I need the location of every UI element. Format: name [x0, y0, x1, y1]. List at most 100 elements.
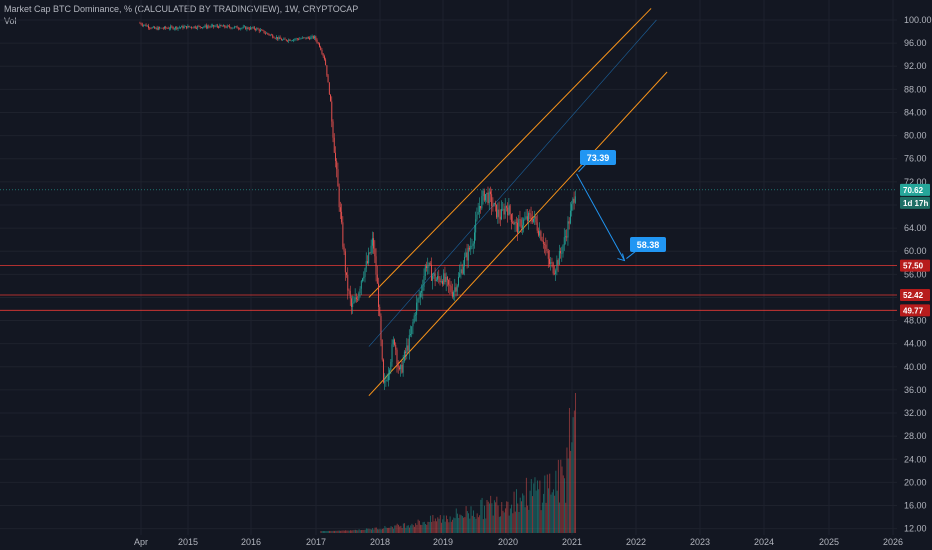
- x-tick-label: 2021: [562, 537, 582, 547]
- volume-bar: [415, 523, 417, 533]
- candle-body: [514, 221, 516, 225]
- candle-body: [339, 207, 341, 212]
- candle-body: [380, 315, 382, 341]
- candle-body: [273, 37, 275, 39]
- candle-body: [328, 82, 330, 95]
- volume-bar: [338, 530, 340, 533]
- candle-body: [213, 24, 215, 27]
- volume-bar: [341, 530, 343, 533]
- volume-bar: [428, 521, 430, 533]
- candle-body: [349, 290, 351, 299]
- volume-bar: [335, 530, 337, 533]
- candle-body: [369, 252, 371, 254]
- candle-body: [303, 37, 304, 39]
- candle-body: [362, 278, 363, 281]
- candle-body: [537, 230, 539, 236]
- x-tick-label: 2015: [178, 537, 198, 547]
- candle-body: [406, 345, 408, 353]
- candle-body: [261, 29, 263, 31]
- candle-body: [282, 39, 284, 41]
- candle-body: [357, 299, 359, 300]
- candle-body: [528, 213, 530, 222]
- candle-body: [346, 272, 347, 275]
- candle-body: [494, 203, 496, 205]
- volume-bar: [497, 505, 499, 533]
- candle-body: [529, 213, 531, 215]
- candle-body: [191, 26, 193, 28]
- candle-body: [323, 56, 325, 60]
- candle-body: [291, 40, 293, 42]
- candle-body: [214, 26, 216, 27]
- candle-body: [215, 25, 217, 27]
- candle-body: [382, 359, 384, 383]
- candle-body: [251, 27, 253, 29]
- volume-bar: [324, 530, 326, 533]
- candle-body: [151, 27, 153, 29]
- volume-bar: [375, 527, 377, 533]
- volume-bar: [518, 511, 520, 533]
- volume-bar: [405, 527, 407, 533]
- candle-body: [541, 239, 543, 242]
- x-tick-label: 2017: [306, 537, 326, 547]
- candle-body: [499, 216, 501, 220]
- candle-body: [301, 37, 303, 39]
- volume-bar: [564, 478, 565, 533]
- candle-body: [530, 214, 532, 220]
- candle-body: [246, 27, 248, 30]
- candle-body: [193, 26, 195, 28]
- volume-bar: [441, 522, 442, 533]
- candle-body: [435, 279, 437, 282]
- volume-bar: [459, 514, 461, 533]
- candle-body: [426, 266, 427, 268]
- volume-bar: [353, 529, 355, 533]
- candle-body: [342, 222, 344, 247]
- candle-body: [285, 39, 287, 41]
- candle-body: [144, 24, 146, 26]
- candle-body: [256, 28, 258, 30]
- candle-body: [245, 26, 247, 30]
- volume-bar: [511, 504, 513, 533]
- candle-body: [458, 276, 459, 286]
- volume-bar: [401, 528, 403, 533]
- candle-body: [569, 210, 571, 224]
- volume-bar: [361, 530, 362, 533]
- x-tick-label: 2022: [626, 537, 646, 547]
- candle-body: [327, 75, 329, 83]
- candle-body: [403, 351, 405, 361]
- candle-body: [259, 29, 261, 32]
- candle-body: [250, 27, 252, 30]
- candle-body: [203, 26, 205, 28]
- volume-bar: [508, 515, 510, 533]
- volume-bar: [340, 530, 342, 533]
- candle-body: [385, 380, 387, 382]
- volume-bar: [427, 521, 429, 533]
- volume-bar: [406, 525, 408, 533]
- candle-body: [567, 221, 569, 238]
- candle-body: [460, 269, 462, 274]
- y-tick-label: 72.00: [904, 177, 927, 187]
- candle-body: [471, 245, 473, 247]
- y-tick-label: 12.00: [904, 524, 927, 534]
- candle-body: [353, 301, 355, 304]
- candle-body: [476, 214, 478, 220]
- candle-body: [267, 32, 269, 34]
- candle-body: [546, 248, 548, 251]
- volume-bar: [354, 529, 356, 533]
- volume-bar: [493, 500, 495, 533]
- volume-bar: [443, 515, 445, 533]
- candle-body: [466, 252, 468, 261]
- volume-bar: [363, 529, 365, 533]
- candle-body: [295, 38, 297, 40]
- candle-body: [566, 236, 568, 238]
- current-price-tag-bg: [900, 183, 930, 196]
- candle-body: [351, 298, 352, 308]
- candle-body: [375, 256, 377, 275]
- callout-label: 73.39: [587, 153, 610, 163]
- candle-body: [159, 27, 161, 29]
- candle-body: [300, 38, 302, 40]
- candle-body: [277, 37, 279, 40]
- candlestick-series: [139, 21, 576, 391]
- candle-body: [429, 262, 431, 265]
- candle-body: [556, 260, 558, 271]
